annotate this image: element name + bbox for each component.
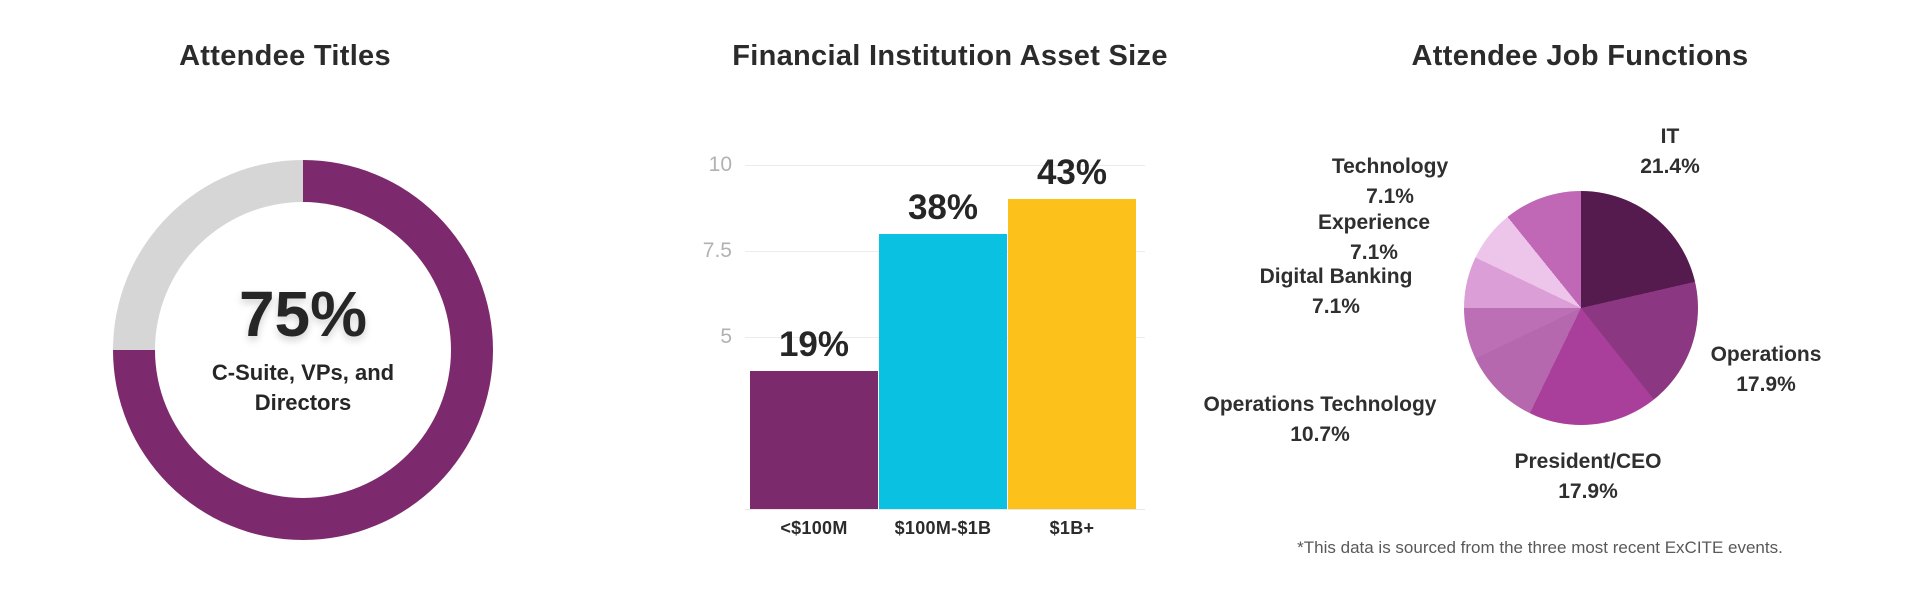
pie-slice-label-it: IT 21.4% <box>1640 122 1700 182</box>
bar-<$100M <box>750 371 878 509</box>
pie-slice-label-experience: Experience 7.1% <box>1318 208 1430 268</box>
pie-label-line: 7.1% <box>1350 241 1398 264</box>
donut-center-label-line2: Directors <box>254 390 352 415</box>
pie-slice-label-operations-technology: Operations Technology 10.7% <box>1204 390 1437 450</box>
bar-value-label: 19% <box>778 325 850 365</box>
x-axis-baseline <box>745 509 1145 510</box>
pie-label-line: President/CEO <box>1514 450 1662 473</box>
pie-label-line: Digital Banking <box>1259 265 1413 288</box>
pie-label-line: Technology <box>1331 155 1449 178</box>
pie-label-line: 17.9% <box>1736 373 1796 396</box>
donut-center: 75% C-Suite, VPs, and Directors <box>155 202 451 498</box>
bar-category-label: $100M-$1B <box>894 518 992 538</box>
bar-chart-title: Financial Institution Asset Size <box>732 40 1168 72</box>
pie-label-line: IT <box>1660 125 1680 148</box>
pie-footnote: *This data is sourced from the three mos… <box>1297 538 1783 557</box>
pie-label-line: Operations <box>1710 343 1822 366</box>
bar-$100M-$1B <box>879 233 1007 509</box>
pie-chart <box>1464 191 1698 425</box>
pie-label-line: 17.9% <box>1558 480 1618 503</box>
gridline-10 <box>745 165 1145 166</box>
bar-category-label: $1B+ <box>1049 518 1095 538</box>
pie-chart-title: Attendee Job Functions <box>1411 40 1749 72</box>
y-axis-tick-label: 7.5 <box>702 239 732 262</box>
bar-value-label: 43% <box>1036 153 1108 193</box>
bar-value-label: 38% <box>907 187 979 227</box>
pie-slice-label-digital-banking: Digital Banking 7.1% <box>1260 262 1413 322</box>
y-axis-tick-label: 5 <box>720 325 732 348</box>
pie-slice-label-technology: Technology 7.1% <box>1332 152 1448 212</box>
pie-label-line: 7.1% <box>1312 295 1360 318</box>
donut-center-value: 75% <box>238 278 368 350</box>
pie-label-line: 10.7% <box>1290 423 1350 446</box>
pie-label-line: Experience <box>1317 211 1431 234</box>
pie-label-line: 7.1% <box>1366 185 1414 208</box>
bar-$1B+ <box>1008 199 1136 509</box>
donut-center-label-line1: C-Suite, VPs, and <box>211 360 395 385</box>
bar-category-label: <$100M <box>780 518 848 538</box>
pie-label-line: 21.4% <box>1640 155 1700 178</box>
donut-center-label: C-Suite, VPs, and Directors <box>212 358 394 418</box>
pie-label-line: Operations Technology <box>1203 393 1437 416</box>
pie-slice-label-operations: Operations 17.9% <box>1711 340 1822 400</box>
donut-chart-title: Attendee Titles <box>179 40 391 72</box>
pie-slice-label-president-ceo: President/CEO 17.9% <box>1514 447 1661 507</box>
y-axis-tick-label: 10 <box>708 153 732 176</box>
